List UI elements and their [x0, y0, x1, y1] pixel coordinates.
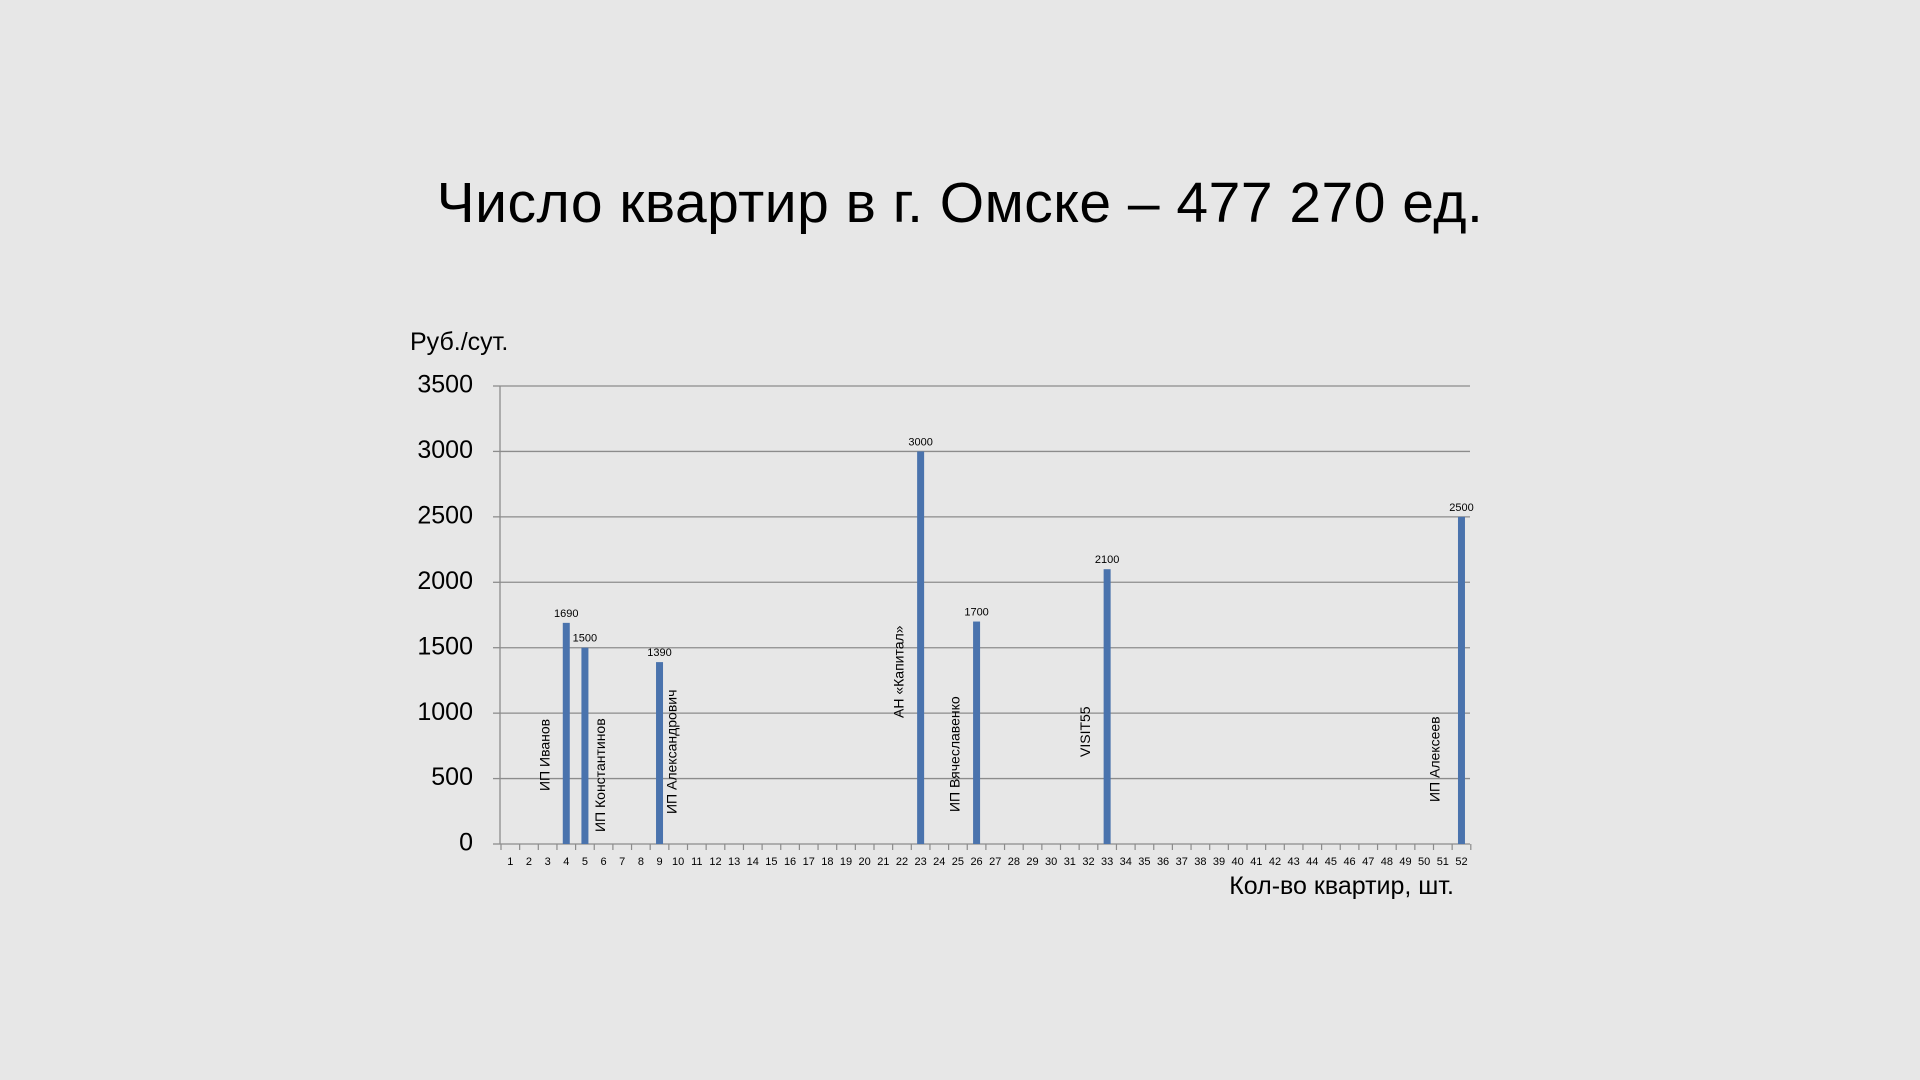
- bar: [917, 451, 925, 844]
- x-tick-label: 7: [619, 856, 625, 868]
- x-tick-label: 49: [1399, 856, 1411, 868]
- bar: [1457, 516, 1465, 844]
- x-tick-label: 17: [803, 856, 815, 868]
- x-tick-label: 29: [1026, 856, 1038, 868]
- bar: [973, 621, 981, 844]
- x-tick-label: 8: [638, 856, 644, 868]
- slide-title: Число квартир в г. Омске – 477 270 ед.: [436, 171, 1484, 235]
- x-tick-label: 30: [1045, 856, 1057, 868]
- bars: [562, 451, 1465, 844]
- x-tick-label: 25: [952, 856, 964, 868]
- x-tick-label: 12: [709, 856, 721, 868]
- x-tick-label: 1: [507, 856, 513, 868]
- x-tick-label: 27: [989, 856, 1001, 868]
- x-tick-label: 24: [933, 856, 945, 868]
- y-tick-label: 3500: [417, 371, 473, 399]
- x-tick-label: 20: [859, 856, 871, 868]
- x-tick-label: 48: [1381, 856, 1393, 868]
- bar-name-label: ИП Александрович: [664, 690, 680, 814]
- bar: [562, 622, 570, 844]
- x-tick-label: 5: [582, 856, 588, 868]
- x-tick-label: 21: [877, 856, 889, 868]
- x-tick-label: 50: [1418, 856, 1430, 868]
- bar-value-label: 2500: [1449, 502, 1473, 514]
- x-tick-label: 18: [821, 856, 833, 868]
- y-tick-label: 1000: [417, 698, 473, 726]
- bar-name-label: VISIT55: [1077, 706, 1093, 757]
- x-axis-title: Кол-во квартир, шт.: [1229, 872, 1454, 900]
- bar-value-label: 1390: [647, 647, 671, 659]
- x-tick-label: 43: [1288, 856, 1300, 868]
- x-tick-label: 41: [1250, 856, 1262, 868]
- x-tick-label: 51: [1437, 856, 1449, 868]
- y-tick-label: 1500: [417, 632, 473, 660]
- x-tick-label: 14: [747, 856, 759, 868]
- x-tick-labels: 1 2 3 4 5 6 7 8 9 10 11 12 13 14 15 16 17 18 19 20 21 22 23 24 2…: [507, 856, 1467, 868]
- bar-value-label: 1500: [573, 633, 597, 645]
- bar-value-label: 2100: [1095, 554, 1119, 566]
- x-tick-label: 10: [672, 856, 684, 868]
- data-labels: 1690 1500 1390 3000 1700 2100 2500: [554, 436, 1474, 659]
- x-tick-label: 37: [1176, 856, 1188, 868]
- bar-name-labels: ИП Иванов ИП Константинов ИП Александрович…: [536, 625, 1442, 832]
- x-tick-label: 15: [765, 856, 777, 868]
- x-tick-label: 4: [563, 856, 569, 868]
- bar-value-label: 1690: [554, 608, 578, 620]
- x-tick-label: 40: [1232, 856, 1244, 868]
- x-tick-label: 46: [1343, 856, 1355, 868]
- x-tick-label: 45: [1325, 856, 1337, 868]
- bar-value-label: 1700: [964, 607, 988, 619]
- y-tick-label: 2000: [417, 567, 473, 595]
- x-tick-label: 2: [526, 856, 532, 868]
- bar: [1103, 569, 1111, 844]
- x-tick-label: 42: [1269, 856, 1281, 868]
- x-tick-label: 39: [1213, 856, 1225, 868]
- bar-name-label: ИП Константинов: [592, 718, 608, 832]
- x-tick-label: 52: [1455, 856, 1467, 868]
- x-tick-label: 9: [656, 856, 662, 868]
- x-tick-label: 16: [784, 856, 796, 868]
- bar-name-label: ИП Иванов: [536, 719, 552, 791]
- y-axis-title: Руб./сут.: [410, 328, 508, 356]
- x-tick-label: 38: [1194, 856, 1206, 868]
- x-tick-label: 36: [1157, 856, 1169, 868]
- x-tick-label: 47: [1362, 856, 1374, 868]
- bar-name-label: ИП Алексеев: [1426, 716, 1442, 802]
- bar: [581, 647, 589, 844]
- gridlines: [500, 385, 1470, 780]
- x-tick-label: 6: [601, 856, 607, 868]
- bar-value-label: 3000: [908, 436, 932, 448]
- y-tick-label: 0: [459, 829, 473, 857]
- y-tick-labels: 0 500 1000 1500 2000 2500 3000 3500: [417, 371, 473, 857]
- y-tick-label: 2500: [417, 501, 473, 529]
- x-tick-label: 28: [1008, 856, 1020, 868]
- y-tick-label: 500: [431, 763, 473, 791]
- x-tick-label: 11: [691, 856, 702, 868]
- axes: [493, 385, 1472, 850]
- x-tick-label: 35: [1138, 856, 1150, 868]
- y-tick-label: 3000: [417, 436, 473, 464]
- bar-name-label: АН «Капитал»: [891, 625, 907, 718]
- x-tick-label: 13: [728, 856, 740, 868]
- x-tick-label: 32: [1082, 856, 1094, 868]
- x-tick-label: 3: [545, 856, 551, 868]
- bar-name-label: ИП Вячеславенко: [947, 696, 963, 812]
- bar: [656, 662, 664, 844]
- x-tick-label: 22: [896, 856, 908, 868]
- x-tick-label: 44: [1306, 856, 1318, 868]
- x-tick-label: 31: [1064, 856, 1076, 868]
- x-tick-label: 26: [970, 856, 982, 868]
- x-tick-label: 33: [1101, 856, 1113, 868]
- x-tick-label: 19: [840, 856, 852, 868]
- x-tick-label: 23: [915, 856, 927, 868]
- x-tick-label: 34: [1120, 856, 1132, 868]
